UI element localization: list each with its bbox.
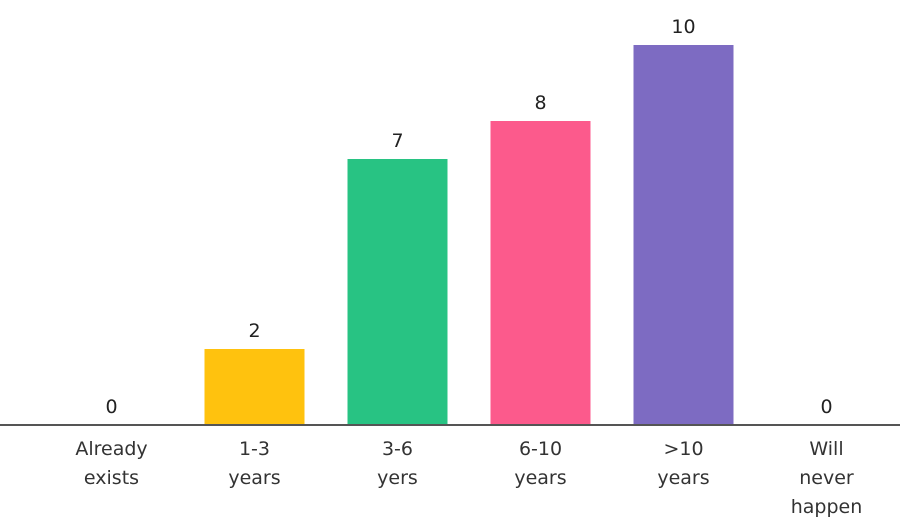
category-label-line: years	[657, 467, 709, 489]
category-label-line: yers	[377, 467, 418, 489]
category-label-line: years	[514, 467, 566, 489]
category-label-1: 1-3 years	[228, 438, 280, 489]
category-label-5: Will never happen	[791, 438, 863, 518]
category-label-line: happen	[791, 496, 863, 518]
category-label-line: 6-10	[519, 438, 562, 460]
bars-layer	[204, 45, 734, 425]
bar-value-label-4: 10	[671, 16, 695, 38]
bar-3	[490, 121, 591, 425]
category-label-2: 3-6 yers	[377, 438, 418, 489]
category-label-line: Already	[75, 438, 147, 460]
bar-2	[347, 159, 448, 425]
bar-value-label-0: 0	[105, 396, 117, 418]
category-label-line: >10	[663, 438, 703, 460]
bar-value-label-1: 2	[248, 320, 260, 342]
category-label-3: 6-10 years	[514, 438, 566, 489]
bar-value-label-5: 0	[820, 396, 832, 418]
bar-1	[204, 349, 305, 425]
category-label-4: >10 years	[657, 438, 709, 489]
value-labels-layer: 0 2 7 8 10 0	[105, 16, 832, 418]
category-label-line: never	[799, 467, 854, 489]
category-label-line: years	[228, 467, 280, 489]
category-label-0: Already exists	[75, 438, 147, 489]
bar-value-label-3: 8	[534, 92, 546, 114]
category-label-line: 3-6	[382, 438, 413, 460]
category-label-line: Will	[809, 438, 843, 460]
category-label-line: 1-3	[239, 438, 270, 460]
bar-value-label-2: 7	[391, 130, 403, 152]
bar-4	[633, 45, 734, 425]
category-label-line: exists	[84, 467, 139, 489]
